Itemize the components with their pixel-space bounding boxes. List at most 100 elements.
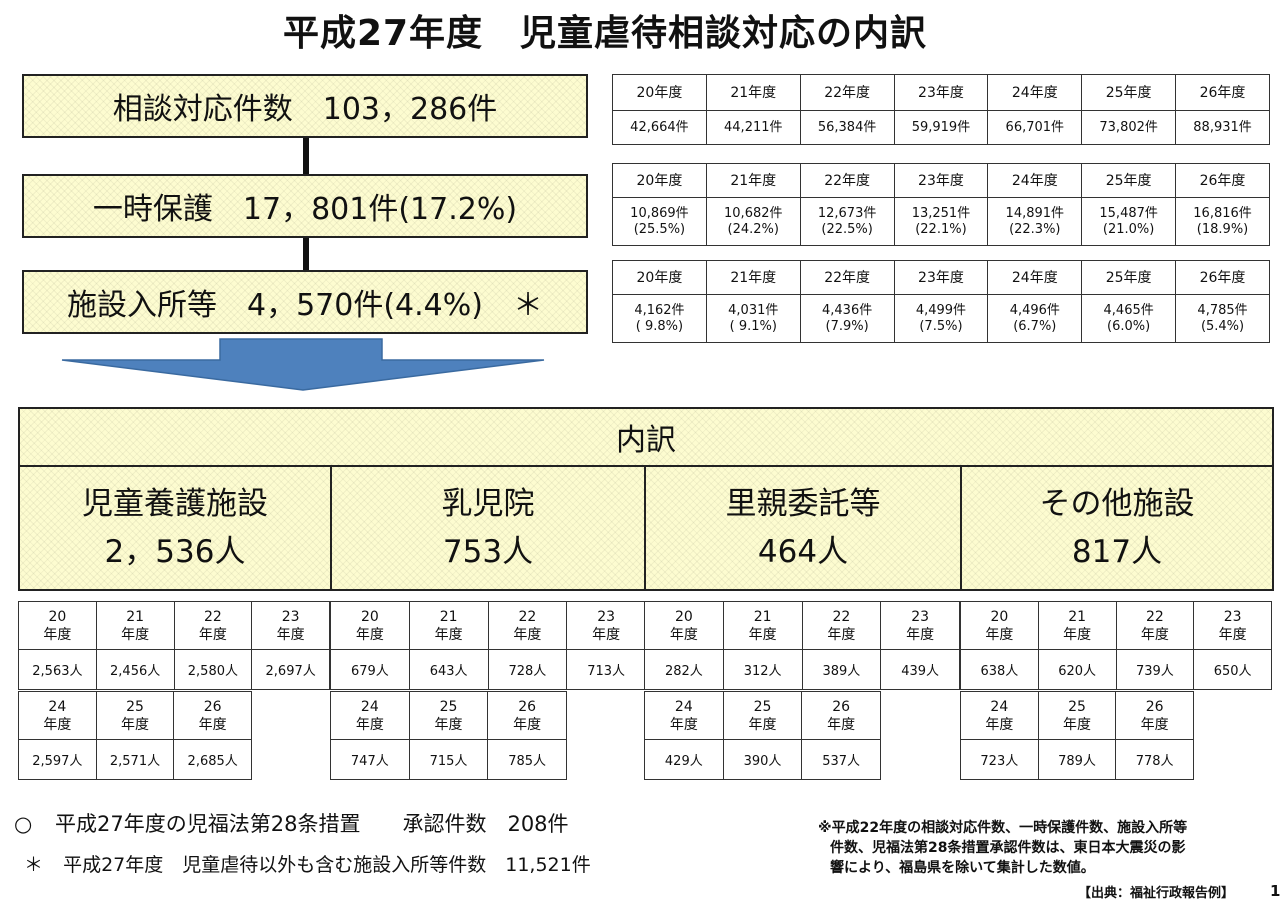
grid-value-cell: 2,597人 [18,739,97,780]
table-cell: 4,785件 (5.4%) [1175,294,1270,343]
grid-value-cell: 390人 [722,739,803,780]
grid-value-cell: 2,580人 [173,649,253,690]
grid-year-header: 20 年度 [960,601,1039,650]
grid-value-cell: 747人 [330,739,410,780]
grid-value-cell: 389人 [801,649,882,690]
year-header: 23年度 [893,74,989,111]
table-cell: 59,919件 [893,110,989,145]
grid-year-header: 26 年度 [487,691,567,740]
grid-year-header: 25 年度 [1037,691,1117,740]
table-cell: 4,465件 (6.0%) [1081,294,1177,343]
year-header: 23年度 [893,260,989,295]
table-cell: 73,802件 [1081,110,1177,145]
category-value: 464人 [757,534,849,570]
year-header: 26年度 [1175,260,1270,295]
table-cell: 88,931件 [1175,110,1270,145]
year-header: 24年度 [987,74,1083,111]
grid-value-cell: 650人 [1193,649,1272,690]
grid-year-header: 26 年度 [173,691,252,740]
table-cell: 4,031件( 9.1%) [705,294,801,343]
grid-year-header: 22 年度 [173,601,253,650]
year-header: 22年度 [799,74,895,111]
grid-year-header: 25 年度 [722,691,803,740]
grid-year-header: 20 年度 [330,601,410,650]
grid-year-header: 20 年度 [18,601,97,650]
year-header: 22年度 [799,163,895,198]
grid-value-cell: 739人 [1115,649,1195,690]
grid-year-header: 25 年度 [95,691,175,740]
asterisk-marker: ＊ [24,854,44,876]
facility-admission-label: 施設入所等 4，570件(4.4%) ＊ [67,288,543,323]
year-header: 24年度 [987,163,1083,198]
year-grid: 24 年度 25 年度 26 年度 2,597人 2,571人 2,685人 [18,691,252,780]
category-name: 里親委託等 [725,486,881,522]
table-cell: 56,384件 [799,110,895,145]
grid-year-header: 21 年度 [722,601,803,650]
table-cell: 10,682件 (24.2%) [705,197,801,246]
other-admissions-text: 平成27年度 児童虐待以外も含む施設入所等件数 11,521件 [63,854,591,876]
consult-history-table: 20年度 21年度 22年度 23年度 24年度 25年度 26年度 42,66… [612,74,1270,145]
grid-year-header: 23 年度 [1193,601,1272,650]
grid-year-header: 26 年度 [801,691,881,740]
grid-year-header: 21 年度 [408,601,489,650]
down-arrow-icon [61,338,545,391]
circle-marker: ○ [14,812,33,836]
grid-value-cell: 429人 [644,739,724,780]
year-grid: 24 年度 25 年度 26 年度 747人 715人 785人 [330,691,567,780]
grid-value-cell: 2,563人 [18,649,97,690]
disclaimer: ※平成22年度の相談対応件数、一時保護件数、施設入所等 件数、児福法第28条措置… [818,820,1188,876]
grid-value-cell: 2,697人 [251,649,330,690]
table-cell: 16,816件 (18.9%) [1175,197,1270,246]
table-cell: 12,673件 (22.5%) [799,197,895,246]
year-header: 20年度 [612,74,707,111]
grid-year-header: 23 年度 [880,601,960,650]
year-header: 25年度 [1081,74,1177,111]
grid-value-cell: 785人 [487,739,567,780]
year-header: 21年度 [705,163,801,198]
flow-connector [303,238,309,270]
consult-count-box: 相談対応件数 103，286件 [22,74,588,138]
category-name: 児童養護施設 [82,486,268,522]
grid-year-header: 24 年度 [960,691,1039,740]
grid-value-cell: 312人 [722,649,803,690]
grid-value-cell: 537人 [801,739,881,780]
approval-note: ○ 平成27年度の児福法第28条措置 承認件数 208件 [14,808,569,838]
table-cell: 4,162件( 9.8%) [612,294,707,343]
source-note: 【出典：福祉行政報告例】 [1078,886,1235,901]
grid-value-cell: 789人 [1037,739,1117,780]
page-title: 平成27年度 児童虐待相談対応の内訳 [282,13,928,54]
table-cell: 14,891件 (22.3%) [987,197,1083,246]
temp-protection-label: 一時保護 17，801件(17.2%) [92,192,518,227]
table-cell: 4,496件 (6.7%) [987,294,1083,343]
grid-value-cell: 620人 [1037,649,1117,690]
grid-value-cell: 723人 [960,739,1039,780]
facility-history-table: 20年度 21年度 22年度 23年度 24年度 25年度 26年度 4,162… [612,260,1270,343]
grid-value-cell: 679人 [330,649,410,690]
year-grid: 24 年度 25 年度 26 年度 429人 390人 537人 [644,691,881,780]
year-header: 21年度 [705,74,801,111]
category-name: その他施設 [1039,486,1195,522]
grid-year-header: 23 年度 [566,601,646,650]
facility-admission-box: 施設入所等 4，570件(4.4%) ＊ [22,270,588,334]
year-grid: 20 年度 21 年度 22 年度 23 年度 282人 312人 389人 439人 [644,601,960,690]
table-cell: 42,664件 [612,110,707,145]
table-cell: 15,487件 (21.0%) [1081,197,1177,246]
category-cell: 乳児院 753人 [330,465,646,591]
grid-value-cell: 638人 [960,649,1039,690]
year-header: 25年度 [1081,163,1177,198]
year-header: 22年度 [799,260,895,295]
year-header: 24年度 [987,260,1083,295]
grid-year-header: 22 年度 [1115,601,1195,650]
grid-value-cell: 439人 [880,649,960,690]
year-grid: 20 年度 21 年度 22 年度 23 年度 2,563人 2,456人 2,580人 2,697人 [18,601,330,690]
grid-year-header: 24 年度 [18,691,97,740]
grid-value-cell: 2,456人 [95,649,175,690]
year-header: 23年度 [893,163,989,198]
grid-value-cell: 715人 [408,739,489,780]
grid-year-header: 26 年度 [1115,691,1194,740]
year-grid: 20 年度 21 年度 22 年度 23 年度 679人 643人 728人 713人 [330,601,646,690]
grid-value-cell: 2,685人 [173,739,252,780]
grid-value-cell: 282人 [644,649,724,690]
year-grid: 20 年度 21 年度 22 年度 23 年度 638人 620人 739人 650人 [960,601,1272,690]
category-name: 乳児院 [441,486,535,522]
